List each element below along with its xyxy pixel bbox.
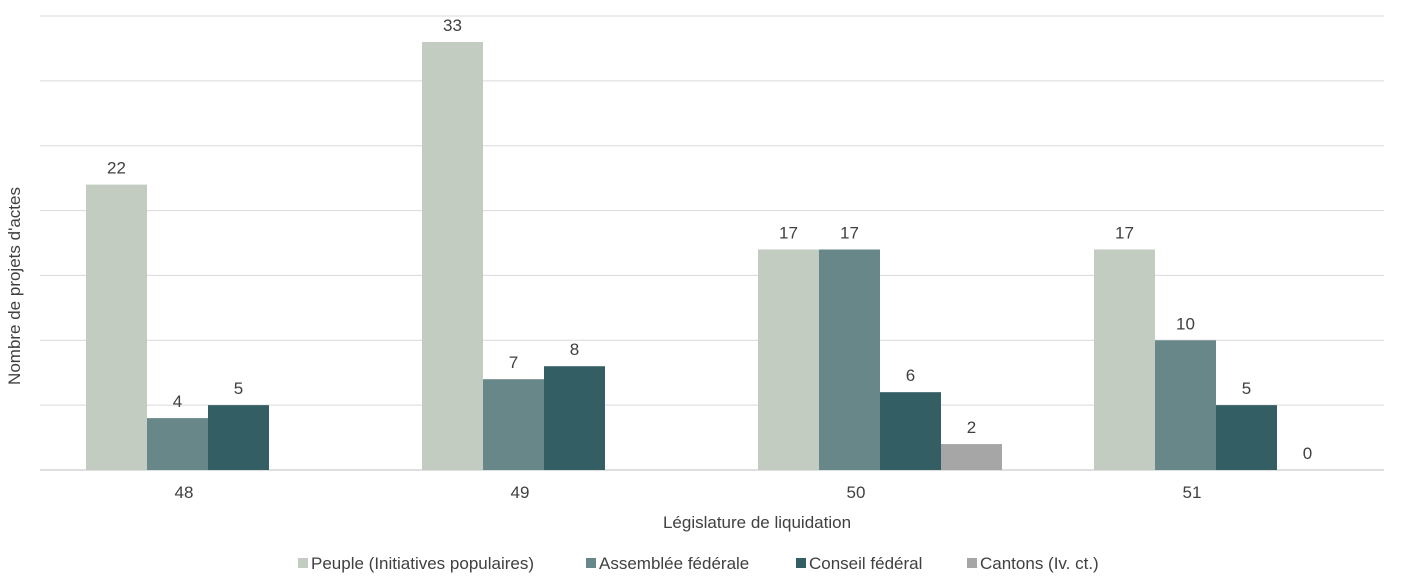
data-label: 17	[779, 223, 798, 242]
bar	[147, 418, 208, 470]
data-label: 22	[107, 159, 126, 178]
legend-swatch	[967, 558, 977, 568]
bar	[483, 379, 544, 470]
bar	[1216, 405, 1277, 470]
data-label: 33	[443, 16, 462, 35]
x-tick-label: 51	[1183, 483, 1202, 502]
bar	[758, 249, 819, 470]
x-tick-label: 49	[511, 483, 530, 502]
data-label: 8	[570, 340, 579, 359]
x-tick-label: 50	[847, 483, 866, 502]
legend-swatch	[796, 558, 806, 568]
data-label: 5	[234, 379, 243, 398]
data-label: 4	[173, 392, 182, 411]
legend-swatch	[586, 558, 596, 568]
x-axis-title: Législature de liquidation	[663, 513, 851, 532]
data-label: 17	[840, 223, 859, 242]
bar	[941, 444, 1002, 470]
bar	[208, 405, 269, 470]
data-labels: 22 4 5 33 7 8 17 17 6 2 17 10 5 0	[107, 16, 1312, 463]
bars	[86, 41, 1277, 470]
data-label: 10	[1176, 314, 1195, 333]
bar	[86, 184, 147, 470]
data-label: 0	[1303, 444, 1312, 463]
bar	[880, 392, 941, 470]
data-label: 6	[906, 366, 915, 385]
x-tick-labels: 48 49 50 51	[175, 483, 1202, 502]
bar	[1155, 340, 1216, 470]
bar	[1094, 249, 1155, 470]
bar	[819, 249, 880, 470]
data-label: 2	[967, 418, 976, 437]
data-label: 5	[1242, 379, 1251, 398]
bar	[422, 41, 483, 470]
legend-label: Assemblée fédérale	[599, 554, 749, 573]
legend-label: Peuple (Initiatives populaires)	[311, 554, 534, 573]
legend-swatch	[298, 558, 308, 568]
bar	[544, 366, 605, 470]
legend: Peuple (Initiatives populaires) Assemblée…	[298, 554, 1099, 573]
legend-label: Cantons (Iv. ct.)	[980, 554, 1099, 573]
legend-label: Conseil fédéral	[809, 554, 922, 573]
data-label: 7	[509, 353, 518, 372]
y-axis-title: Nombre de projets d'actes	[5, 187, 24, 385]
x-tick-label: 48	[175, 483, 194, 502]
data-label: 17	[1115, 223, 1134, 242]
